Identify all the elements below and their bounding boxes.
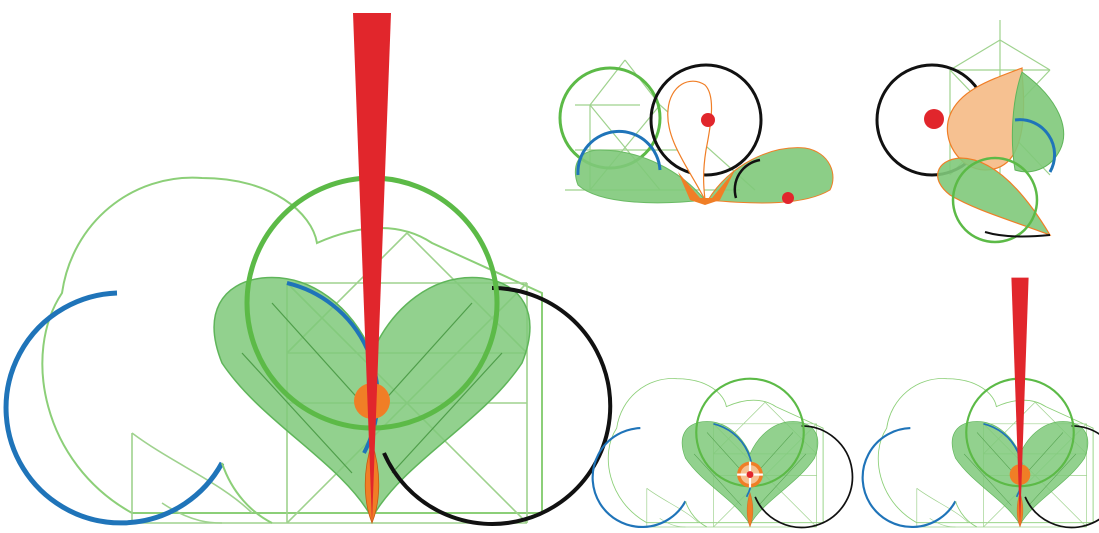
red-needle-small	[1011, 277, 1029, 527]
panel-bottom-middle	[591, 377, 854, 529]
tm-spikes	[678, 170, 735, 205]
tm-teardrop	[667, 80, 713, 201]
tm-blue-arc	[576, 129, 662, 176]
tm-red-dot-1	[701, 113, 715, 127]
red-needle	[353, 13, 391, 523]
tr-green-circle	[951, 156, 1039, 244]
tr-green-leaf-top	[1011, 71, 1065, 173]
tm-left-leaf	[574, 149, 706, 204]
tr-peach-teardrop	[946, 67, 1025, 171]
tr-green-leaf-bottom	[937, 157, 1052, 237]
panel-top-right	[875, 20, 1065, 244]
tm-black-arc	[733, 158, 761, 199]
panel-top-middle	[558, 59, 834, 205]
tm-red-dot-2	[782, 192, 794, 204]
tm-black-circle	[649, 63, 763, 177]
panel-bottom-right	[861, 277, 1099, 529]
tr-blue-arc	[1014, 118, 1057, 173]
tr-red-dot	[924, 109, 944, 129]
tm-right-leaf	[707, 147, 834, 204]
target-marker	[737, 461, 763, 488]
panel-main	[6, 13, 610, 524]
tr-black-arc-bottom	[984, 231, 1051, 238]
